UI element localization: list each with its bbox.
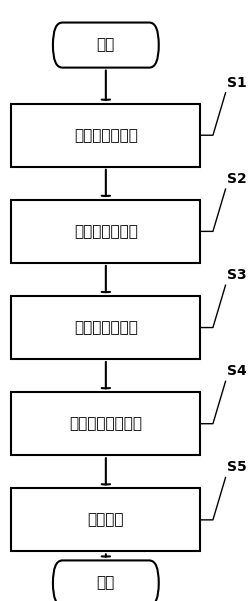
Text: S1: S1 — [227, 76, 246, 90]
Text: S3: S3 — [227, 268, 246, 282]
Bar — [11, 488, 200, 552]
FancyBboxPatch shape — [53, 560, 159, 601]
Text: 最优分子种群搜索: 最优分子种群搜索 — [69, 416, 142, 431]
Text: 软件行为图构建: 软件行为图构建 — [74, 128, 138, 142]
Text: 错误定位: 错误定位 — [88, 513, 124, 527]
Text: 分子种群初始化: 分子种群初始化 — [74, 320, 138, 335]
Text: 结束: 结束 — [97, 576, 115, 590]
Bar — [11, 103, 200, 166]
Bar — [11, 296, 200, 359]
Bar — [11, 200, 200, 263]
Text: S2: S2 — [227, 172, 246, 186]
Text: 开始: 开始 — [97, 38, 115, 52]
FancyBboxPatch shape — [53, 22, 159, 67]
Text: 软件行为图约简: 软件行为图约简 — [74, 224, 138, 239]
Text: S5: S5 — [227, 460, 246, 475]
Text: S4: S4 — [227, 364, 246, 379]
Bar — [11, 392, 200, 456]
